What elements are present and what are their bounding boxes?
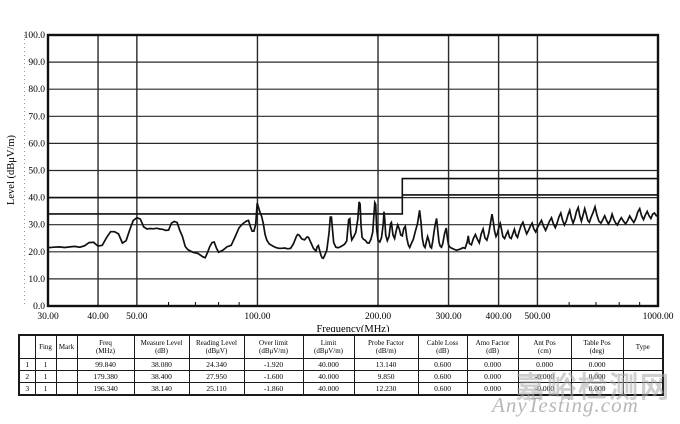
table-body: 1 1 99.840 38.080 24.340 -1.920 40.000 13.140 0.… (18, 358, 664, 396)
table-cell: 99.840 (76, 358, 135, 371)
axis-tick-label: 30.00 (37, 312, 59, 322)
table-cell: 0.000 (570, 382, 624, 396)
table-row: 3 1 196.340 38.140 25.110 -1.860 40.000 12.230 0… (18, 382, 664, 396)
axis-tick-label: 60.0 (28, 139, 45, 149)
axis-tick-label: 20.0 (28, 248, 45, 258)
axis-tick-label: 10.0 (28, 275, 45, 285)
axis-tick-label: 300.00 (435, 312, 461, 322)
table-cell: -0.000 (517, 370, 572, 383)
emission-trace (47, 199, 659, 260)
column-header: Measure Level (dB) (133, 334, 190, 359)
table-cell: 196.340 (76, 382, 135, 396)
column-header: Table Pos (deg) (570, 334, 624, 359)
axis-tick-label: 500.00 (524, 312, 550, 322)
plot-border (46, 33, 660, 308)
table-cell: 0.000 (466, 358, 519, 371)
axis-tick-label: 50.0 (28, 167, 45, 177)
results-table: Fing Mark Freq (MHz) Measure Level (dB) Read… (18, 334, 664, 396)
table-cell: 1 (34, 382, 57, 396)
table-cell: 0.600 (417, 382, 468, 396)
emission-level-chart: 0.0 10.0 20.0 30.0 40.0 50.0 60.0 70.0 80.0 90.0 1… (6, 31, 674, 332)
table-cell: 13.140 (353, 358, 419, 371)
axis-tick-label: 90.0 (28, 58, 45, 68)
axis-tick-label: 70.0 (28, 112, 45, 122)
axis-tick-label: 400.00 (486, 312, 512, 322)
table-cell (55, 382, 78, 396)
table-cell: 3 (18, 382, 36, 396)
column-header: Cable Loss (dB) (417, 334, 468, 359)
table-cell: 25.110 (188, 382, 245, 396)
x-axis-title: Frequency(MHz) (317, 324, 390, 332)
table-cell: 179.380 (76, 370, 135, 383)
table-cell: 2 (18, 370, 36, 383)
watermark-url: AnyTesting.com (492, 393, 639, 417)
table-cell: 12.230 (353, 382, 419, 396)
table-cell: -1.860 (243, 382, 304, 396)
table-cell: 38.400 (133, 370, 190, 383)
table-cell: -1.920 (243, 358, 304, 371)
table-cell: -1.600 (243, 370, 304, 383)
table-cell: 40.000 (302, 370, 355, 383)
table-cell: 0.600 (417, 358, 468, 371)
limit-line (48, 177, 658, 199)
y-axis-title: Level (dBμV/m) (6, 134, 17, 205)
column-header: Reading Level (dBμV) (188, 334, 245, 359)
table-cell (55, 358, 78, 371)
axis-tick-label: 0.0 (33, 302, 45, 312)
column-header: Probe Factor (dB/m) (353, 334, 419, 359)
column-header: Mark (55, 334, 78, 359)
table-cell: 0.600 (417, 370, 468, 383)
table-cell: 40.000 (302, 358, 355, 371)
axis-tick-label: 100.00 (244, 312, 270, 322)
column-header: Limit (dBμV/m) (302, 334, 355, 359)
axis-tick-label: 30.0 (28, 221, 45, 231)
table-cell: 27.950 (188, 370, 245, 383)
axis-tick-label: 40.0 (28, 194, 45, 204)
table-cell (622, 382, 664, 396)
axis-tick-label: 100.0 (24, 31, 46, 41)
watermark-chinese: 嘉峪检测网 (516, 370, 672, 404)
table-cell (55, 370, 78, 383)
table-cell: 38.140 (133, 382, 190, 396)
axis-tick-label: 80.0 (28, 85, 45, 95)
table-cell: 40.000 (302, 382, 355, 396)
axis-tick-label: 40.00 (87, 312, 109, 322)
table-header: Fing Mark Freq (MHz) Measure Level (dB) Read… (18, 334, 664, 359)
table-cell: 38.080 (133, 358, 190, 371)
column-header: Amo Factor (dB) (466, 334, 519, 359)
axis-tick-label: 1000.00 (643, 312, 674, 322)
margin-line (48, 194, 658, 215)
column-header: Over limit (dBμV/m) (243, 334, 304, 359)
table-cell: 9.850 (353, 370, 419, 383)
axis-tick-label: 50.00 (126, 312, 148, 322)
table-header-row: Fing Mark Freq (MHz) Measure Level (dB) Read… (18, 334, 664, 359)
column-header: Fing (34, 334, 57, 359)
column-header: Ant Pos (cm) (517, 334, 572, 359)
table-cell (622, 370, 664, 383)
axis-tick-label: 200.00 (365, 312, 391, 322)
table-cell: 0.000 (466, 370, 519, 383)
table-row: 2 1 179.380 38.400 27.950 -1.600 40.000 9.850 0.… (18, 370, 664, 383)
table-cell: 0.000 (466, 382, 519, 396)
column-header: Type (622, 334, 664, 359)
table-cell: 1 (18, 358, 36, 371)
table-cell: 24.340 (188, 358, 245, 371)
column-header (18, 334, 36, 359)
column-header: Freq (MHz) (76, 334, 135, 359)
table-cell: 1 (34, 358, 57, 371)
table-cell: 1 (34, 370, 57, 383)
